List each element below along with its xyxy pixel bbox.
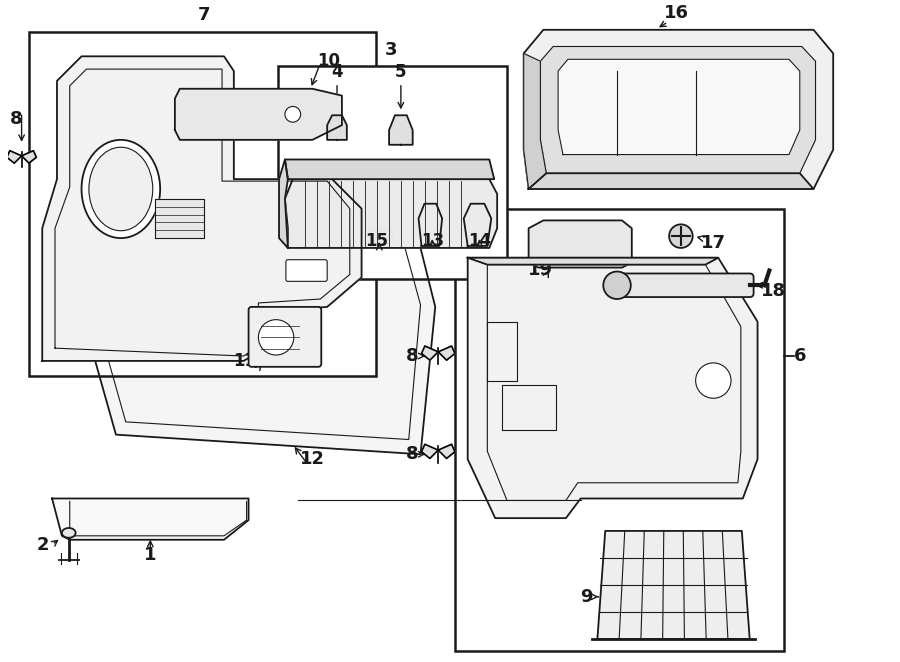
FancyBboxPatch shape [248, 307, 321, 367]
Polygon shape [528, 220, 632, 267]
Text: 3: 3 [385, 41, 397, 60]
Polygon shape [524, 30, 833, 189]
Ellipse shape [62, 528, 76, 538]
Polygon shape [524, 54, 546, 189]
Polygon shape [421, 346, 438, 360]
Circle shape [696, 363, 731, 399]
Text: 2: 2 [37, 536, 50, 553]
Text: 13: 13 [421, 232, 444, 250]
Polygon shape [328, 115, 346, 140]
Text: 11: 11 [233, 352, 256, 370]
Text: 9: 9 [580, 588, 592, 606]
Text: 5: 5 [395, 63, 407, 81]
Polygon shape [369, 228, 393, 248]
Text: 12: 12 [300, 450, 325, 468]
Polygon shape [389, 115, 413, 145]
Polygon shape [418, 204, 442, 246]
Polygon shape [279, 160, 288, 248]
Text: 8: 8 [9, 111, 22, 128]
Bar [278, 66, 507, 279]
Polygon shape [421, 444, 438, 459]
Text: 1: 1 [144, 546, 157, 564]
Polygon shape [464, 204, 491, 246]
Text: 17: 17 [700, 234, 725, 252]
Polygon shape [285, 179, 497, 248]
Polygon shape [7, 151, 22, 164]
Polygon shape [22, 151, 36, 164]
Polygon shape [468, 258, 718, 265]
Polygon shape [285, 160, 494, 179]
Circle shape [603, 271, 631, 299]
Text: 15: 15 [364, 232, 388, 250]
Ellipse shape [82, 140, 160, 238]
Text: 16: 16 [663, 4, 688, 22]
Polygon shape [468, 258, 758, 518]
Ellipse shape [89, 147, 153, 231]
Circle shape [258, 320, 293, 355]
Polygon shape [72, 228, 436, 454]
Text: 8: 8 [406, 446, 419, 463]
Text: 7: 7 [198, 6, 211, 24]
Polygon shape [438, 346, 454, 360]
Circle shape [285, 107, 301, 122]
Text: 8: 8 [406, 347, 419, 365]
Circle shape [669, 224, 693, 248]
Polygon shape [558, 60, 800, 155]
Bar [454, 209, 784, 651]
FancyBboxPatch shape [286, 260, 328, 281]
Polygon shape [155, 199, 204, 238]
Text: 10: 10 [318, 52, 340, 70]
Polygon shape [540, 46, 815, 173]
Text: 14: 14 [468, 232, 491, 250]
Bar [30, 32, 376, 375]
Text: 18: 18 [760, 282, 786, 300]
Polygon shape [175, 89, 342, 140]
Text: 19: 19 [528, 261, 553, 279]
Polygon shape [438, 444, 454, 459]
FancyBboxPatch shape [613, 273, 753, 297]
Text: 4: 4 [331, 63, 343, 81]
Polygon shape [598, 531, 750, 639]
Polygon shape [528, 173, 814, 189]
Polygon shape [52, 498, 248, 540]
Text: 6: 6 [794, 347, 806, 365]
Polygon shape [42, 56, 362, 361]
